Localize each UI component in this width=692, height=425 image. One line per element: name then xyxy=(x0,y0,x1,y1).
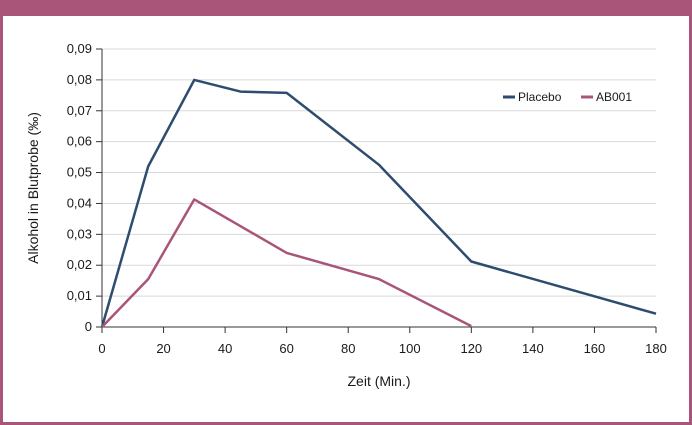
legend-label-placebo: Placebo xyxy=(518,90,562,104)
y-tick-label: 0,09 xyxy=(67,41,92,56)
y-tick-label: 0,05 xyxy=(67,165,92,180)
y-tick-label: 0 xyxy=(85,319,92,334)
y-tick-label: 0,02 xyxy=(67,257,92,272)
series-line-ab001 xyxy=(101,198,472,328)
legend-label-ab001: AB001 xyxy=(596,90,632,104)
series-line-placebo xyxy=(100,78,657,328)
y-tick-label: 0,03 xyxy=(67,226,92,241)
y-tick-label: 0,08 xyxy=(67,72,92,87)
x-tick-labels: 0 20 40 60 80 100 120 140 160 180 xyxy=(98,341,666,356)
x-tick-label: 180 xyxy=(645,341,667,356)
axes xyxy=(96,48,657,333)
x-tick-label: 160 xyxy=(584,341,606,356)
x-axis-title: Zeit (Min.) xyxy=(348,373,411,389)
header-bar xyxy=(0,0,692,16)
y-tick-labels: 0 0,01 0,02 0,03 0,04 0,05 0,06 0,07 0,08 0,09 xyxy=(67,41,92,334)
y-tick-label: 0,01 xyxy=(67,288,92,303)
y-tick-label: 0,06 xyxy=(67,134,92,149)
x-tick-label: 80 xyxy=(341,341,355,356)
y-axis-title: Alkohol in Blutprobe (‰) xyxy=(25,112,41,264)
x-tick-label: 100 xyxy=(399,341,421,356)
x-tick-label: 120 xyxy=(460,341,482,356)
x-tick-label: 60 xyxy=(279,341,293,356)
y-tick-label: 0,04 xyxy=(67,195,92,210)
x-tick-label: 40 xyxy=(218,341,232,356)
x-tick-label: 20 xyxy=(156,341,170,356)
legend: Placebo AB001 xyxy=(503,90,632,104)
series-lines xyxy=(100,78,657,328)
gridlines xyxy=(102,48,656,297)
x-tick-label: 0 xyxy=(98,341,105,356)
x-tick-label: 140 xyxy=(522,341,544,356)
y-tick-label: 0,07 xyxy=(67,103,92,118)
